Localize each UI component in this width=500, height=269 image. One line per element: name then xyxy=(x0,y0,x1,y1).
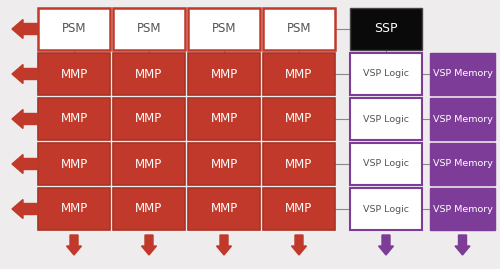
FancyBboxPatch shape xyxy=(263,143,335,185)
FancyArrow shape xyxy=(455,235,470,255)
FancyBboxPatch shape xyxy=(188,98,260,140)
FancyBboxPatch shape xyxy=(38,143,110,185)
FancyArrow shape xyxy=(12,65,38,83)
FancyBboxPatch shape xyxy=(113,53,185,95)
Text: MMP: MMP xyxy=(210,203,238,215)
FancyBboxPatch shape xyxy=(113,143,185,185)
FancyArrow shape xyxy=(66,235,82,255)
Text: MMP: MMP xyxy=(286,158,312,171)
Text: MMP: MMP xyxy=(210,112,238,126)
Text: MMP: MMP xyxy=(210,158,238,171)
Text: VSP Memory: VSP Memory xyxy=(432,160,492,168)
FancyBboxPatch shape xyxy=(263,8,335,50)
FancyBboxPatch shape xyxy=(188,8,260,50)
FancyBboxPatch shape xyxy=(350,53,422,95)
FancyArrow shape xyxy=(292,235,306,255)
Text: MMP: MMP xyxy=(210,68,238,80)
FancyArrow shape xyxy=(142,235,156,255)
FancyBboxPatch shape xyxy=(263,53,335,95)
FancyArrow shape xyxy=(12,109,38,129)
FancyBboxPatch shape xyxy=(430,143,495,185)
Text: MMP: MMP xyxy=(60,112,88,126)
Text: MMP: MMP xyxy=(60,158,88,171)
Text: SSP: SSP xyxy=(374,23,398,36)
Text: PSM: PSM xyxy=(137,23,161,36)
FancyBboxPatch shape xyxy=(430,98,495,140)
Text: VSP Logic: VSP Logic xyxy=(363,204,409,214)
FancyBboxPatch shape xyxy=(350,8,422,50)
Text: MMP: MMP xyxy=(136,112,162,126)
FancyBboxPatch shape xyxy=(263,98,335,140)
FancyBboxPatch shape xyxy=(350,143,422,185)
FancyBboxPatch shape xyxy=(188,53,260,95)
Text: MMP: MMP xyxy=(286,68,312,80)
Text: PSM: PSM xyxy=(212,23,236,36)
FancyBboxPatch shape xyxy=(113,188,185,230)
FancyBboxPatch shape xyxy=(430,53,495,95)
Text: PSM: PSM xyxy=(287,23,311,36)
Text: MMP: MMP xyxy=(136,158,162,171)
FancyArrow shape xyxy=(12,154,38,174)
FancyBboxPatch shape xyxy=(38,8,110,50)
FancyArrow shape xyxy=(12,19,38,38)
FancyBboxPatch shape xyxy=(350,188,422,230)
FancyBboxPatch shape xyxy=(188,188,260,230)
FancyArrow shape xyxy=(12,200,38,218)
FancyBboxPatch shape xyxy=(113,8,185,50)
Text: VSP Logic: VSP Logic xyxy=(363,69,409,79)
FancyArrow shape xyxy=(378,235,394,255)
FancyBboxPatch shape xyxy=(350,98,422,140)
Text: VSP Logic: VSP Logic xyxy=(363,115,409,123)
Text: PSM: PSM xyxy=(62,23,86,36)
Text: VSP Memory: VSP Memory xyxy=(432,69,492,79)
Text: MMP: MMP xyxy=(60,68,88,80)
FancyBboxPatch shape xyxy=(188,143,260,185)
FancyBboxPatch shape xyxy=(38,188,110,230)
Text: MMP: MMP xyxy=(136,203,162,215)
FancyBboxPatch shape xyxy=(263,188,335,230)
FancyBboxPatch shape xyxy=(430,188,495,230)
Text: MMP: MMP xyxy=(136,68,162,80)
Text: VSP Memory: VSP Memory xyxy=(432,115,492,123)
Text: VSP Logic: VSP Logic xyxy=(363,160,409,168)
FancyBboxPatch shape xyxy=(38,53,110,95)
Text: VSP Memory: VSP Memory xyxy=(432,204,492,214)
FancyBboxPatch shape xyxy=(38,98,110,140)
Text: MMP: MMP xyxy=(286,112,312,126)
Text: MMP: MMP xyxy=(60,203,88,215)
FancyArrow shape xyxy=(216,235,232,255)
FancyBboxPatch shape xyxy=(113,98,185,140)
Text: MMP: MMP xyxy=(286,203,312,215)
